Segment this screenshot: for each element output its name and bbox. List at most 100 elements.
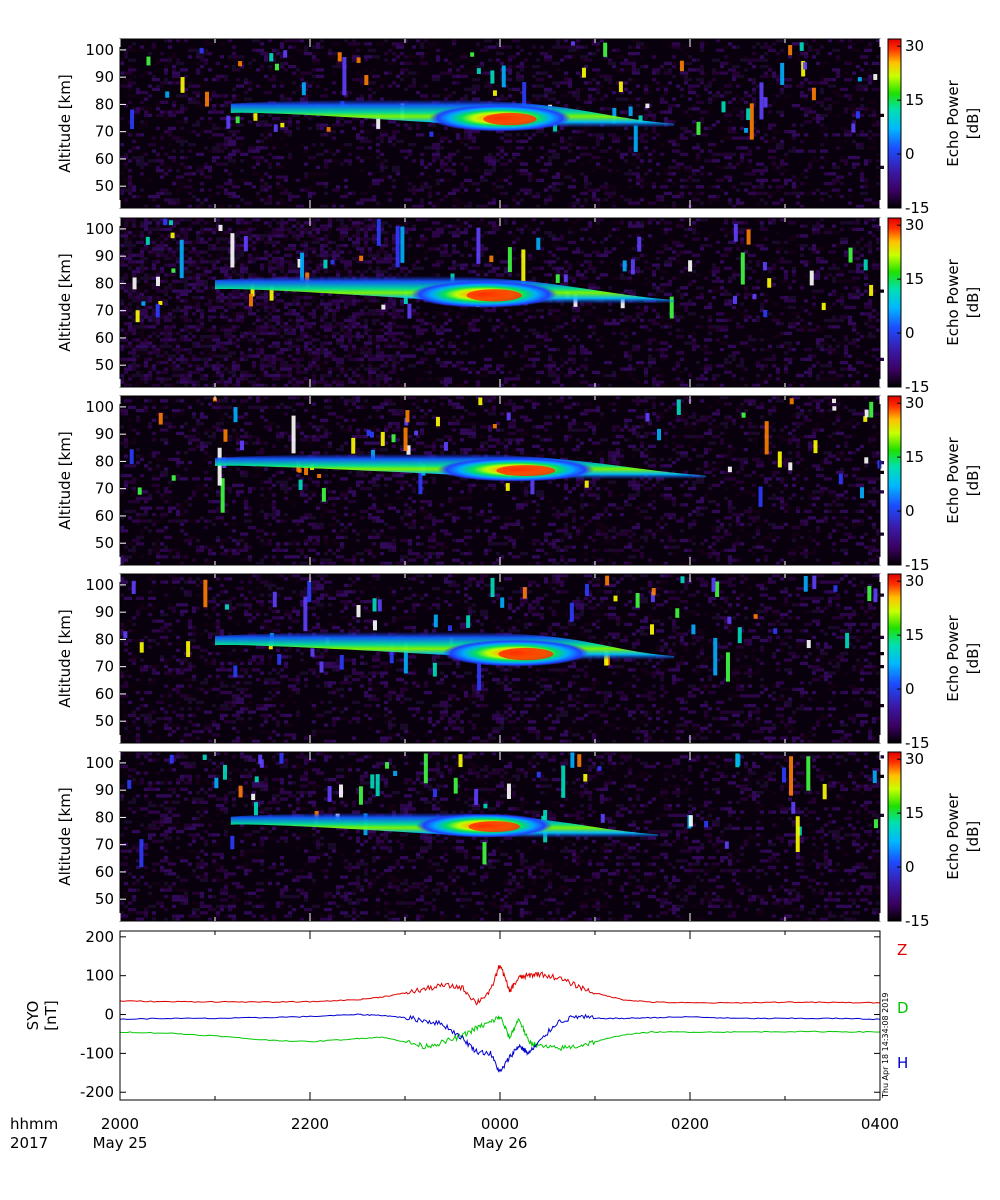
noise-cell <box>740 156 744 160</box>
noise-cell <box>680 296 684 300</box>
noise-cell <box>284 289 288 293</box>
noise-cell <box>388 244 392 248</box>
noise-cell <box>324 133 328 137</box>
noise-cell <box>376 149 380 153</box>
echo-speckle <box>356 57 361 63</box>
noise-cell <box>128 175 132 179</box>
noise-cell <box>692 172 696 176</box>
noise-cell <box>344 299 348 303</box>
noise-cell <box>368 253 376 257</box>
noise-cell <box>772 39 776 43</box>
noise-cell <box>752 218 756 222</box>
noise-cell <box>600 273 608 277</box>
noise-cell <box>856 224 860 228</box>
noise-cell <box>476 169 480 173</box>
noise-cell <box>512 152 520 156</box>
noise-cell <box>212 244 216 248</box>
noise-cell <box>796 84 804 88</box>
noise-cell <box>236 227 240 231</box>
noise-cell <box>168 257 172 261</box>
noise-cell <box>352 224 360 228</box>
noise-cell <box>252 247 256 251</box>
noise-cell <box>220 270 224 274</box>
noise-cell <box>632 201 640 205</box>
noise-cell <box>864 201 868 205</box>
noise-cell <box>316 74 324 78</box>
noise-cell <box>148 52 152 56</box>
noise-cell <box>520 172 528 176</box>
noise-cell <box>340 296 344 300</box>
noise-cell <box>524 224 528 228</box>
noise-cell <box>496 185 504 189</box>
noise-cell <box>840 221 844 225</box>
noise-cell <box>180 276 184 280</box>
noise-cell <box>664 172 668 176</box>
noise-cell <box>756 123 760 127</box>
noise-cell <box>388 191 392 195</box>
noise-cell <box>712 71 720 75</box>
noise-cell <box>584 185 588 189</box>
noise-cell <box>128 218 132 222</box>
noise-cell <box>324 87 328 91</box>
noise-cell <box>656 195 660 199</box>
echo-speckle <box>744 127 749 133</box>
noise-cell <box>836 146 840 150</box>
noise-cell <box>216 266 220 270</box>
noise-cell <box>328 270 332 274</box>
noise-cell <box>748 94 752 98</box>
noise-cell <box>756 52 760 56</box>
noise-cell <box>264 130 272 134</box>
noise-cell <box>780 198 784 202</box>
noise-cell <box>180 270 188 274</box>
noise-cell <box>576 156 580 160</box>
noise-cell <box>868 78 872 82</box>
echo-speckle <box>492 90 497 96</box>
noise-cell <box>472 97 480 101</box>
noise-cell <box>316 257 324 261</box>
noise-cell <box>580 191 588 195</box>
noise-cell <box>440 250 448 254</box>
noise-cell <box>204 165 212 169</box>
noise-cell <box>292 292 296 296</box>
noise-cell <box>564 247 568 251</box>
noise-cell <box>592 169 596 173</box>
noise-cell <box>364 253 368 257</box>
noise-cell <box>176 201 180 205</box>
noise-cell <box>236 94 240 98</box>
noise-cell <box>296 195 300 199</box>
noise-cell <box>840 182 844 186</box>
noise-cell <box>204 175 212 179</box>
noise-cell <box>488 87 496 91</box>
noise-cell <box>164 299 168 303</box>
noise-cell <box>588 159 592 163</box>
noise-cell <box>472 237 476 241</box>
noise-cell <box>460 182 464 186</box>
noise-cell <box>820 143 824 147</box>
noise-cell <box>572 55 576 59</box>
noise-cell <box>388 266 392 270</box>
noise-cell <box>680 71 688 75</box>
noise-cell <box>840 156 844 160</box>
noise-cell <box>772 74 776 78</box>
noise-cell <box>756 126 760 130</box>
noise-cell <box>716 120 720 124</box>
noise-cell <box>592 39 596 43</box>
noise-cell <box>192 247 196 251</box>
noise-cell <box>236 240 240 244</box>
noise-cell <box>172 279 176 283</box>
noise-cell <box>360 270 364 274</box>
noise-cell <box>272 250 276 254</box>
noise-cell <box>656 198 660 202</box>
noise-cell <box>508 231 512 235</box>
noise-cell <box>628 289 632 293</box>
noise-cell <box>648 218 656 222</box>
noise-cell <box>680 87 684 91</box>
noise-cell <box>444 146 448 150</box>
noise-cell <box>332 136 336 140</box>
noise-cell <box>872 139 876 143</box>
noise-cell <box>128 231 132 235</box>
noise-cell <box>464 68 468 72</box>
noise-cell <box>812 292 816 296</box>
noise-cell <box>420 185 428 189</box>
noise-cell <box>360 237 368 241</box>
